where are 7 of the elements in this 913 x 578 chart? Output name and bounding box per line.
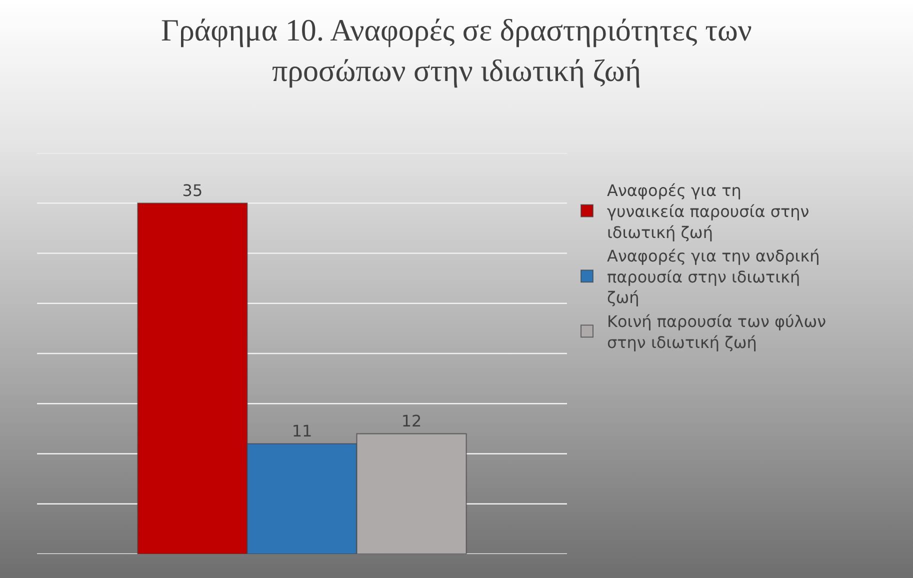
legend-label: Κοινή παρουσία των φύλων στην ιδιωτική ζωή: [607, 312, 826, 352]
legend-label: Αναφορές για τη γυναικεία παρουσία στην ιδιωτική ζωή: [607, 181, 810, 242]
data-label: 12: [401, 412, 422, 431]
legend-label: Αναφορές για την ανδρική παρουσία στην ιδιωτική ζωή: [607, 246, 820, 308]
data-label: 11: [292, 422, 312, 441]
chart-title: Γράφημα 10. Αναφορές σε δραστηριότητες των προσώπων στην ιδιωτική ζωή: [161, 12, 752, 88]
data-label: 35: [182, 181, 203, 200]
